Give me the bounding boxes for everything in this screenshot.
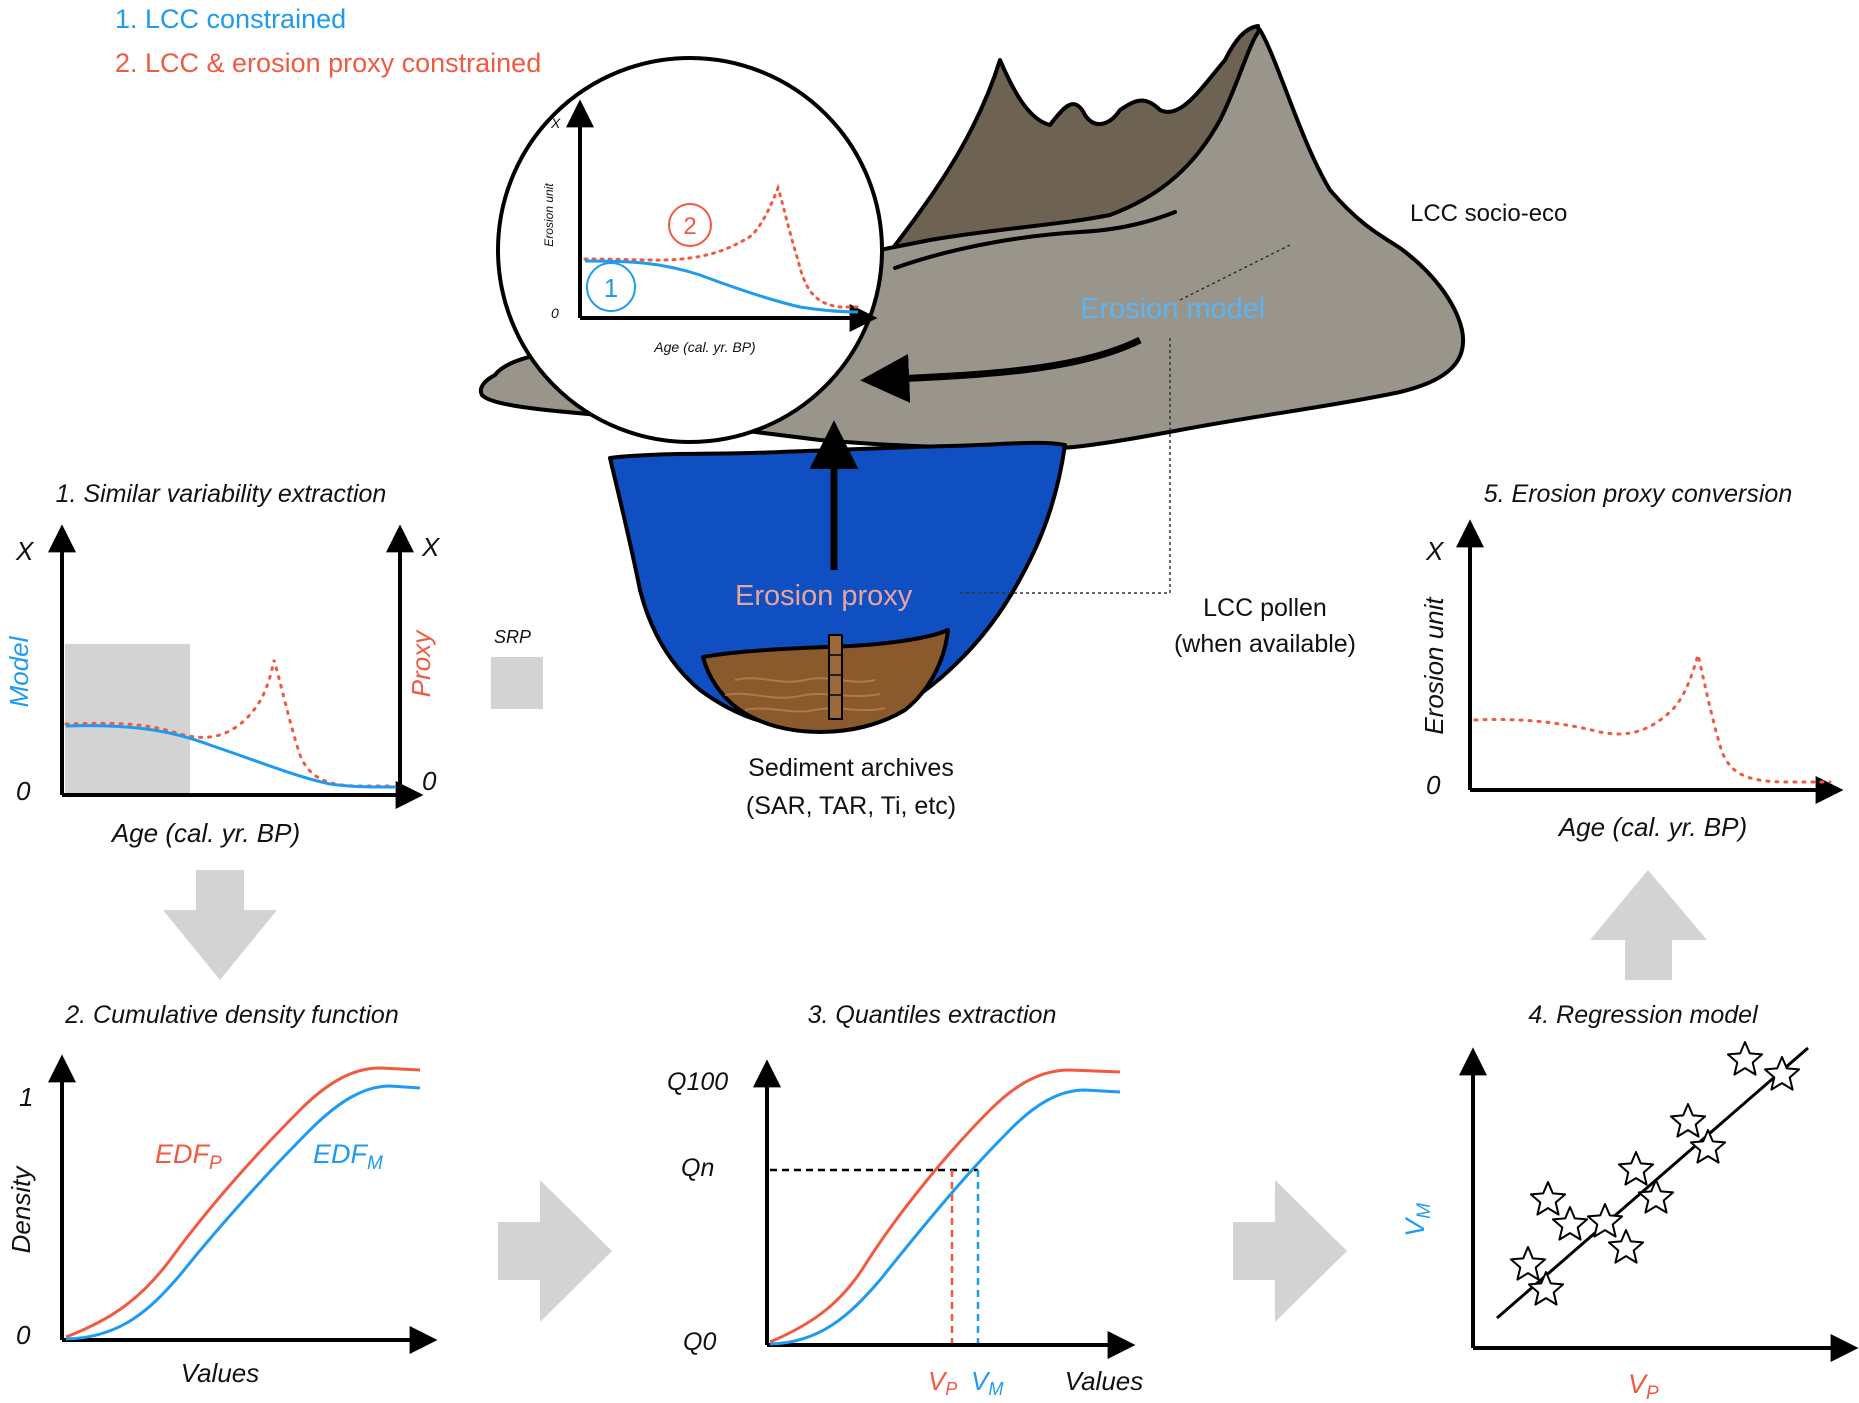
- inset-y-zero: 0: [551, 305, 559, 321]
- panel-2-y-zero: 0: [16, 1320, 31, 1350]
- edf-p-label: EDFP: [155, 1139, 222, 1174]
- panel-1-proxy-curve: [64, 659, 397, 788]
- panel-3-title: 3. Quantiles extraction: [808, 1001, 1057, 1029]
- panel-3-x-label: Values: [1065, 1366, 1144, 1396]
- edf-m-label: EDFM: [313, 1139, 383, 1174]
- sediment-archives-note: (SAR, TAR, Ti, etc): [746, 792, 956, 820]
- q0-label: Q0: [683, 1328, 716, 1356]
- inset-red-curve: [583, 183, 862, 309]
- landscape-illustration: [478, 24, 1466, 734]
- data-point-star: [1617, 1151, 1655, 1186]
- pollen-leader: [960, 335, 1171, 594]
- flow-arrow-right-1: [498, 1180, 612, 1322]
- inset-blue-curve: [584, 259, 859, 314]
- panel-4-y-label: VM: [1400, 1203, 1435, 1237]
- panel-1-y-left-zero: 0: [16, 776, 31, 806]
- srp-label: SRP: [494, 627, 531, 647]
- panel-5-y-top: X: [1425, 536, 1445, 566]
- data-point-star: [1529, 1181, 1567, 1216]
- flow-arrow-down: [163, 870, 277, 980]
- inset-magnifier: X 0 Erosion unit Age (cal. yr. BP) 1 2: [496, 56, 884, 444]
- data-point-star: [1763, 1056, 1801, 1091]
- data-point-star: [1551, 1206, 1589, 1241]
- model-to-inset-arrow: [860, 336, 1142, 403]
- panel-2-y-label: Density: [6, 1165, 36, 1254]
- data-point-star: [1527, 1271, 1565, 1306]
- panel-1-title: 1. Similar variability extraction: [56, 480, 387, 508]
- panel-2-cdf: 2. Cumulative density function 1 0 Densi…: [6, 1001, 438, 1388]
- panel-3-edf-p-curve: [769, 1068, 1121, 1344]
- flow-arrow-right-2: [1233, 1180, 1347, 1322]
- legend-item-1: 1. LCC constrained: [115, 4, 346, 34]
- erosion-model-label: Erosion model: [1080, 293, 1265, 325]
- panel-4-x-label: VP: [1628, 1369, 1659, 1403]
- panel-1-proxy-label: Proxy: [406, 629, 436, 697]
- qn-label: Qn: [681, 1154, 714, 1182]
- ridge-line: [893, 210, 1177, 270]
- panel-1-model-label: Model: [4, 635, 34, 707]
- panel-1-y-right-top: X: [421, 532, 441, 562]
- lcc-pollen-label: LCC pollen: [1203, 594, 1327, 622]
- panel-1-similar-variability: 1. Similar variability extraction X X 0 …: [4, 480, 543, 848]
- panel-5-y-label: Erosion unit: [1419, 596, 1449, 735]
- lcc-socio-eco-label: LCC socio-eco: [1410, 200, 1567, 227]
- flow-arrow-up: [1590, 870, 1707, 980]
- data-points: [1509, 1041, 1801, 1306]
- edf-p-curve: [65, 1066, 421, 1339]
- panel-3-edf-m-curve: [769, 1088, 1121, 1346]
- panel-5-y-zero: 0: [1426, 770, 1441, 800]
- panel-5-proxy-curve: [1473, 649, 1832, 784]
- panel-4-regression: 4. Regression model VM VP: [1400, 1001, 1859, 1403]
- panel-1-y-left-top: X: [15, 536, 35, 566]
- inset-marker-2: 2: [683, 213, 696, 240]
- panel-5-proxy-conversion: 5. Erosion proxy conversion X 0 Erosion …: [1419, 480, 1844, 842]
- legend-item-2: 2. LCC & erosion proxy constrained: [115, 48, 541, 78]
- data-point-star: [1509, 1246, 1547, 1281]
- vp-label: VP: [928, 1366, 957, 1399]
- inset-marker-1: 1: [604, 273, 618, 303]
- data-point-star: [1586, 1203, 1624, 1238]
- panel-2-title: 2. Cumulative density function: [64, 1001, 399, 1029]
- sediment-core: [828, 634, 843, 720]
- panel-3-quantiles: 3. Quantiles extraction Q100 Qn Q0 Value…: [667, 1001, 1143, 1399]
- edf-m-curve: [65, 1084, 421, 1341]
- data-point-star: [1689, 1129, 1727, 1164]
- inset-y-label: Erosion unit: [542, 183, 556, 247]
- data-point-star: [1607, 1229, 1645, 1264]
- panel-2-x-label: Values: [181, 1358, 260, 1388]
- inset-x-label: Age (cal. yr. BP): [653, 339, 755, 355]
- vm-label: VM: [971, 1366, 1003, 1399]
- q100-label: Q100: [667, 1068, 728, 1096]
- sediment-archives-label: Sediment archives: [748, 754, 954, 782]
- panel-5-x-label: Age (cal. yr. BP): [1557, 812, 1747, 842]
- inset-y-top: X: [550, 115, 561, 131]
- panel-1-model-curve: [65, 724, 396, 789]
- panel-1-y-right-zero: 0: [422, 766, 437, 796]
- panel-5-title: 5. Erosion proxy conversion: [1484, 480, 1792, 508]
- srp-window: [65, 644, 190, 794]
- panel-1-x-label: Age (cal. yr. BP): [110, 818, 300, 848]
- socio-eco-leader: [1179, 244, 1291, 301]
- panel-2-y-top: 1: [19, 1082, 33, 1112]
- regression-line: [1496, 1046, 1809, 1320]
- lcc-pollen-note: (when available): [1174, 630, 1356, 658]
- srp-legend-swatch: [491, 657, 543, 709]
- panel-4-title: 4. Regression model: [1528, 1001, 1759, 1029]
- data-point-star: [1726, 1041, 1764, 1076]
- data-point-star: [1669, 1103, 1707, 1138]
- erosion-proxy-label: Erosion proxy: [735, 580, 913, 612]
- data-point-star: [1637, 1179, 1675, 1214]
